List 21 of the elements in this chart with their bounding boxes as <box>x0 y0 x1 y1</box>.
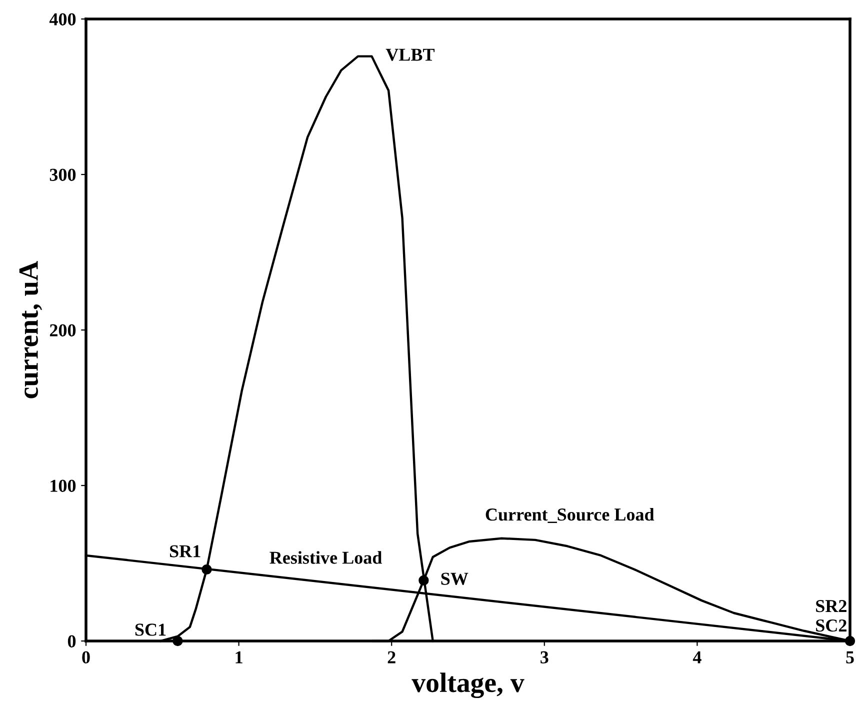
x-tick-label: 5 <box>846 651 854 664</box>
x-axis-title: voltage, v <box>412 672 524 698</box>
annotation: SW <box>441 572 468 585</box>
annotation: SC1 <box>135 624 166 636</box>
x-tick-label: 0 <box>82 651 90 664</box>
annotation: SC2 <box>816 619 846 632</box>
x-tick-label: 3 <box>540 651 548 664</box>
x-tick-label: 1 <box>236 651 242 664</box>
y-axis-title: current, uA <box>19 261 42 398</box>
annotation: Resistive Load <box>270 551 382 564</box>
y-tick-label: 200 <box>50 324 76 336</box>
annotation: SR2 <box>816 600 846 612</box>
x-tick-label: 2 <box>388 651 396 664</box>
x-tick-label: 4 <box>692 651 702 664</box>
annotation: VLBT <box>386 48 435 61</box>
y-tick-label: 300 <box>50 168 76 181</box>
y-tick-label: 0 <box>68 635 76 648</box>
y-tick-label: 400 <box>49 13 76 26</box>
y-tick-label: 100 <box>50 480 76 492</box>
annotation: Current_Source Load <box>486 508 654 524</box>
annotation: SR1 <box>170 545 200 558</box>
